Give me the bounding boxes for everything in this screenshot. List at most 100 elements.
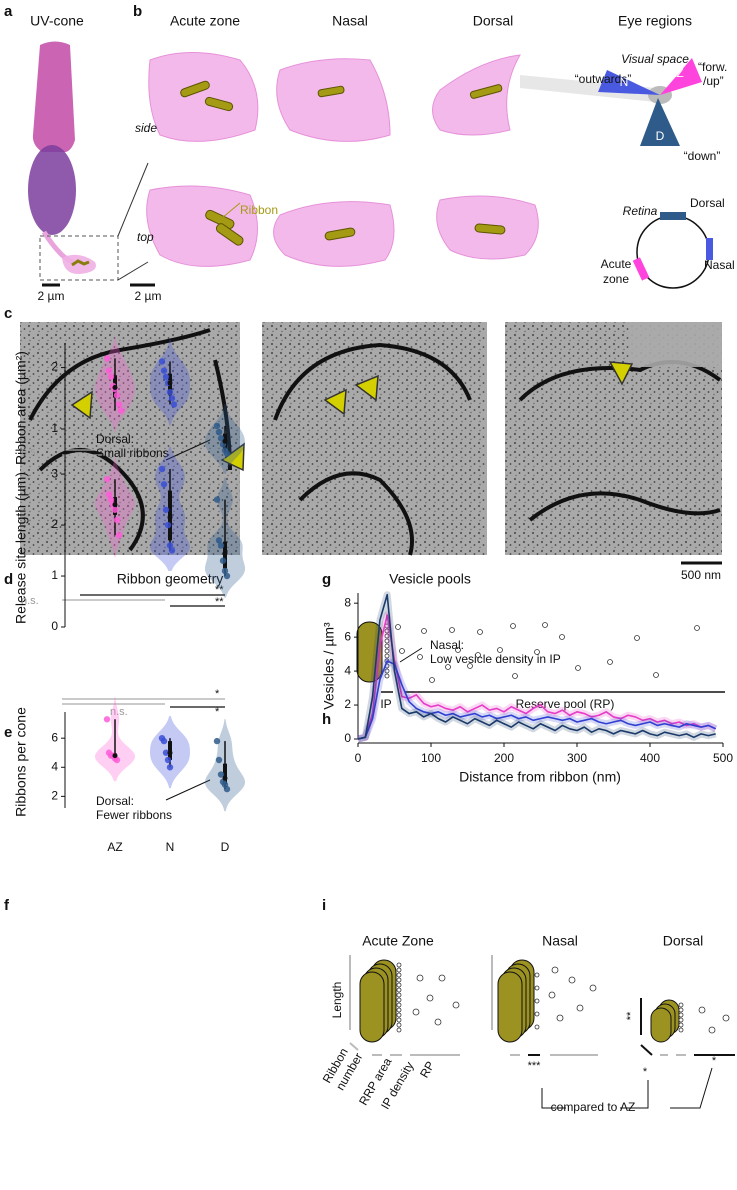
ribbons xyxy=(180,80,506,246)
ribbon-pointer xyxy=(221,202,241,219)
x-tick-label: D xyxy=(221,840,230,854)
panel-label: f xyxy=(4,897,10,914)
significance: n.s. xyxy=(21,446,39,458)
panel-label: d xyxy=(4,571,13,588)
column-title: Acute zone xyxy=(170,13,240,29)
data-point xyxy=(168,395,176,402)
column-title: Nasal xyxy=(542,933,578,949)
panel-label: c xyxy=(4,305,12,322)
y-axis-label: Vesicles / µm³ xyxy=(321,622,337,710)
data-point xyxy=(162,373,170,380)
schematic-lines xyxy=(349,955,735,1109)
median-dot xyxy=(222,775,228,781)
x-tick-label: 400 xyxy=(640,751,660,765)
y-axis-label: Ribbons per cone xyxy=(13,707,29,817)
data-point xyxy=(164,756,172,764)
data-point xyxy=(217,542,225,549)
schematic-label: Length xyxy=(330,982,344,1019)
annotation: Nasal: xyxy=(430,638,464,652)
x-tick-label: 200 xyxy=(494,751,514,765)
median-dot xyxy=(222,438,228,444)
data-point xyxy=(213,496,221,503)
median-dot xyxy=(112,753,118,759)
data-point xyxy=(166,388,174,396)
data-point xyxy=(217,771,225,778)
panel-label: a xyxy=(4,3,13,20)
median-dot xyxy=(112,385,118,391)
line-series xyxy=(357,593,716,740)
data-point xyxy=(168,547,176,554)
em-images xyxy=(20,322,722,556)
data-point xyxy=(158,358,166,365)
median-dot xyxy=(167,514,173,520)
data-point xyxy=(215,756,223,764)
panel-title: Vesicle pools xyxy=(389,571,471,587)
note: compared to AZ xyxy=(551,1100,636,1114)
data-point xyxy=(113,392,121,399)
retina-label: Nasal xyxy=(704,258,735,272)
data-point xyxy=(113,516,121,524)
annotation-pointer xyxy=(165,779,211,801)
data-point xyxy=(105,367,113,374)
data-point xyxy=(217,435,225,442)
scale-label: 500 nm xyxy=(681,568,721,582)
data-point xyxy=(166,542,174,549)
significance: n.s. xyxy=(21,595,39,607)
y-tick-label: 6 xyxy=(344,629,351,643)
retina-label: zone xyxy=(603,272,629,286)
pool-label: IP xyxy=(380,697,391,711)
column-title: Acute Zone xyxy=(362,933,434,949)
y-tick-label: 1 xyxy=(51,421,58,435)
zoom-box xyxy=(39,235,119,281)
column-title: Dorsal xyxy=(663,933,703,949)
column-title: Nasal xyxy=(332,13,368,29)
retina-label: Acute xyxy=(601,257,632,271)
significance: n.s. xyxy=(110,706,128,718)
row-label: top xyxy=(137,230,154,244)
y-axis-label: Release site length (µm) xyxy=(13,472,29,624)
significance: * xyxy=(643,1066,648,1078)
annotation-pointer xyxy=(165,439,211,461)
region-label: AZ xyxy=(668,66,683,80)
y-tick-label: 0 xyxy=(344,731,351,745)
data-point xyxy=(107,373,115,380)
panel-title: UV-cone xyxy=(30,13,84,29)
x-tick-label: 100 xyxy=(421,751,441,765)
significance: ** xyxy=(625,1011,637,1020)
data-point xyxy=(162,749,170,756)
panel-label: h xyxy=(322,711,331,728)
annotation: Dorsal: xyxy=(96,432,134,446)
data-point xyxy=(213,422,221,430)
direction-label: “down” xyxy=(684,149,721,163)
y-tick-label: 0 xyxy=(51,619,58,633)
cone-render xyxy=(28,41,96,275)
annotation: Small ribbons xyxy=(96,446,169,460)
annotation: Low vesicle density in IP xyxy=(430,652,561,666)
data-point xyxy=(170,401,178,408)
data-point xyxy=(213,737,221,745)
zoom-line xyxy=(117,261,149,281)
median-dot xyxy=(167,750,173,756)
line-series xyxy=(357,660,717,740)
diagram-title: Visual space xyxy=(621,52,689,66)
x-tick-label: 500 xyxy=(713,751,733,765)
region-label: D xyxy=(656,129,665,143)
data-point xyxy=(215,428,223,436)
retina-label: Dorsal xyxy=(690,196,725,210)
data-point xyxy=(160,367,168,374)
visual-space-diagram xyxy=(520,58,702,146)
x-tick-label: 0 xyxy=(355,751,362,765)
y-tick-label: 4 xyxy=(344,663,351,677)
data-point xyxy=(162,506,170,513)
data-point xyxy=(223,572,231,580)
data-point xyxy=(164,521,172,529)
zoom-line xyxy=(117,162,149,237)
data-point xyxy=(160,737,168,745)
y-tick-label: 8 xyxy=(344,595,351,609)
line-series xyxy=(357,614,717,740)
schematic-label: RP xyxy=(417,1059,437,1080)
significance: * xyxy=(215,688,220,700)
data-point xyxy=(160,481,168,488)
data-point xyxy=(219,557,227,564)
pool-label: Reserve pool (RP) xyxy=(516,697,615,711)
